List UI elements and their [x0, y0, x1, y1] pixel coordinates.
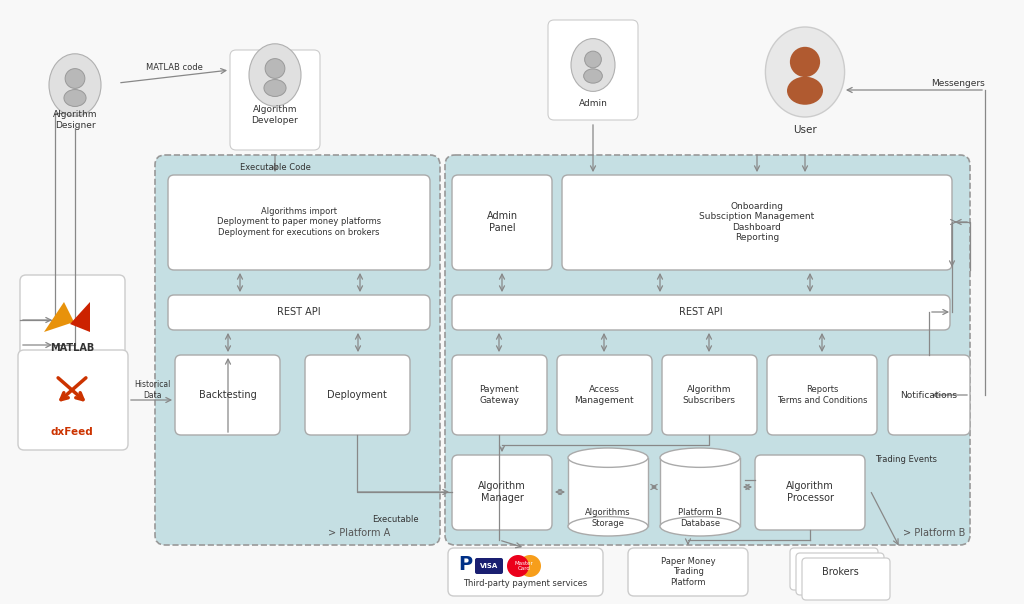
- FancyBboxPatch shape: [449, 548, 603, 596]
- FancyBboxPatch shape: [305, 355, 410, 435]
- Text: MATLAB: MATLAB: [50, 343, 94, 353]
- FancyBboxPatch shape: [796, 553, 884, 595]
- Text: REST API: REST API: [278, 307, 321, 317]
- FancyBboxPatch shape: [452, 175, 552, 270]
- Text: Master
Card: Master Card: [515, 561, 534, 571]
- FancyBboxPatch shape: [755, 455, 865, 530]
- Text: Payment
Gateway: Payment Gateway: [479, 385, 519, 405]
- FancyBboxPatch shape: [767, 355, 877, 435]
- Polygon shape: [70, 302, 90, 332]
- FancyBboxPatch shape: [20, 275, 125, 365]
- Text: Algorithm
Manager: Algorithm Manager: [478, 481, 526, 503]
- FancyBboxPatch shape: [155, 155, 440, 545]
- Ellipse shape: [63, 89, 86, 106]
- Ellipse shape: [568, 448, 648, 467]
- Text: P: P: [458, 556, 472, 574]
- Text: User: User: [794, 125, 817, 135]
- Text: REST API: REST API: [679, 307, 723, 317]
- Ellipse shape: [49, 54, 101, 116]
- Text: > Platform A: > Platform A: [328, 528, 390, 538]
- FancyBboxPatch shape: [888, 355, 970, 435]
- Text: Access
Management: Access Management: [574, 385, 634, 405]
- Ellipse shape: [584, 69, 602, 83]
- Text: Messengers: Messengers: [931, 79, 985, 88]
- Text: > Platform B: > Platform B: [902, 528, 965, 538]
- FancyBboxPatch shape: [662, 355, 757, 435]
- FancyBboxPatch shape: [168, 175, 430, 270]
- Ellipse shape: [765, 27, 845, 117]
- Circle shape: [507, 555, 529, 577]
- Circle shape: [585, 51, 601, 68]
- Text: Historical
Data: Historical Data: [134, 381, 170, 400]
- Ellipse shape: [568, 516, 648, 536]
- Ellipse shape: [660, 448, 740, 467]
- FancyBboxPatch shape: [175, 355, 280, 435]
- Bar: [568, 458, 648, 526]
- Text: Reports
Terms and Conditions: Reports Terms and Conditions: [777, 385, 867, 405]
- Polygon shape: [44, 302, 74, 332]
- Bar: [660, 458, 740, 526]
- FancyBboxPatch shape: [168, 295, 430, 330]
- Text: Algorithm
Developer: Algorithm Developer: [252, 105, 298, 124]
- Ellipse shape: [249, 44, 301, 106]
- Ellipse shape: [787, 77, 823, 104]
- Text: VISA: VISA: [480, 563, 498, 569]
- FancyBboxPatch shape: [557, 355, 652, 435]
- Text: Platform B
Database: Platform B Database: [678, 509, 722, 528]
- FancyBboxPatch shape: [452, 355, 547, 435]
- Text: Third-party payment services: Third-party payment services: [463, 579, 587, 588]
- Circle shape: [66, 69, 85, 88]
- FancyBboxPatch shape: [790, 548, 878, 590]
- FancyBboxPatch shape: [562, 175, 952, 270]
- FancyBboxPatch shape: [452, 455, 552, 530]
- Text: Trading Events: Trading Events: [874, 455, 937, 464]
- Circle shape: [265, 59, 285, 79]
- Text: Notifications: Notifications: [900, 391, 957, 399]
- Text: MATLAB code: MATLAB code: [145, 62, 203, 71]
- Ellipse shape: [571, 39, 615, 91]
- FancyBboxPatch shape: [802, 558, 890, 600]
- Text: Executable Code: Executable Code: [240, 164, 310, 173]
- FancyBboxPatch shape: [445, 155, 970, 545]
- Circle shape: [790, 47, 820, 77]
- Text: Algorithm
Designer: Algorithm Designer: [53, 111, 97, 130]
- Text: Algorithms
Storage: Algorithms Storage: [585, 509, 631, 528]
- Ellipse shape: [264, 80, 286, 97]
- Ellipse shape: [660, 516, 740, 536]
- Text: Admin: Admin: [579, 98, 607, 108]
- Text: Onboarding
Subsciption Management
Dashboard
Reporting: Onboarding Subsciption Management Dashbo…: [699, 202, 815, 242]
- Text: Paper Money
Trading
Platform: Paper Money Trading Platform: [660, 557, 716, 587]
- Text: Deployment: Deployment: [327, 390, 387, 400]
- Text: Brokers: Brokers: [821, 567, 858, 577]
- FancyBboxPatch shape: [548, 20, 638, 120]
- Text: Backtesting: Backtesting: [199, 390, 257, 400]
- FancyBboxPatch shape: [18, 350, 128, 450]
- Text: Algorithm
Processor: Algorithm Processor: [786, 481, 834, 503]
- Circle shape: [519, 555, 541, 577]
- FancyBboxPatch shape: [628, 548, 748, 596]
- Text: dxFeed: dxFeed: [50, 427, 93, 437]
- Text: Algorithms import
Deployment to paper money platforms
Deployment for executions : Algorithms import Deployment to paper mo…: [217, 207, 381, 237]
- Text: Admin
Panel: Admin Panel: [486, 211, 517, 233]
- FancyBboxPatch shape: [230, 50, 319, 150]
- FancyBboxPatch shape: [475, 558, 503, 574]
- FancyBboxPatch shape: [452, 295, 950, 330]
- Text: Executable: Executable: [372, 515, 419, 524]
- Text: Algorithm
Subscribers: Algorithm Subscribers: [683, 385, 735, 405]
